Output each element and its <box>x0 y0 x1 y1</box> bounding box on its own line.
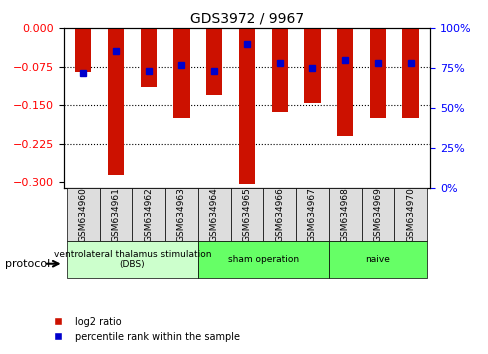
Bar <box>238 28 255 183</box>
Bar <box>107 28 124 175</box>
Bar <box>369 28 386 118</box>
Bar <box>198 188 230 241</box>
Bar <box>393 188 426 241</box>
Bar <box>100 188 132 241</box>
Bar <box>402 28 418 118</box>
Bar <box>173 28 189 118</box>
Text: GSM634969: GSM634969 <box>373 187 382 242</box>
Bar <box>75 28 91 72</box>
Bar <box>198 241 328 278</box>
Text: GSM634967: GSM634967 <box>307 187 316 242</box>
Text: GSM634960: GSM634960 <box>79 187 87 242</box>
Text: GSM634964: GSM634964 <box>209 187 218 241</box>
Bar <box>336 28 353 136</box>
Bar <box>361 188 393 241</box>
Text: GSM634961: GSM634961 <box>111 187 120 242</box>
Text: GSM634968: GSM634968 <box>340 187 349 242</box>
Text: GSM634965: GSM634965 <box>242 187 251 242</box>
Bar <box>304 28 320 103</box>
Title: GDS3972 / 9967: GDS3972 / 9967 <box>189 12 304 26</box>
Text: GSM634970: GSM634970 <box>406 187 414 242</box>
Text: protocol: protocol <box>5 259 50 269</box>
Text: GSM634962: GSM634962 <box>144 187 153 241</box>
Bar <box>165 188 198 241</box>
Bar <box>230 188 263 241</box>
Bar <box>271 28 287 112</box>
Bar <box>140 28 157 87</box>
Bar <box>132 188 165 241</box>
Text: sham operation: sham operation <box>227 255 298 264</box>
Bar <box>67 188 100 241</box>
Bar <box>67 241 198 278</box>
Bar <box>205 28 222 95</box>
Text: naive: naive <box>365 255 389 264</box>
Bar <box>328 188 361 241</box>
Bar <box>295 188 328 241</box>
Text: ventrolateral thalamus stimulation
(DBS): ventrolateral thalamus stimulation (DBS) <box>54 250 211 269</box>
Text: GSM634966: GSM634966 <box>275 187 284 242</box>
Bar <box>263 188 295 241</box>
Text: GSM634963: GSM634963 <box>177 187 185 242</box>
Legend: log2 ratio, percentile rank within the sample: log2 ratio, percentile rank within the s… <box>44 313 244 346</box>
Bar <box>328 241 426 278</box>
